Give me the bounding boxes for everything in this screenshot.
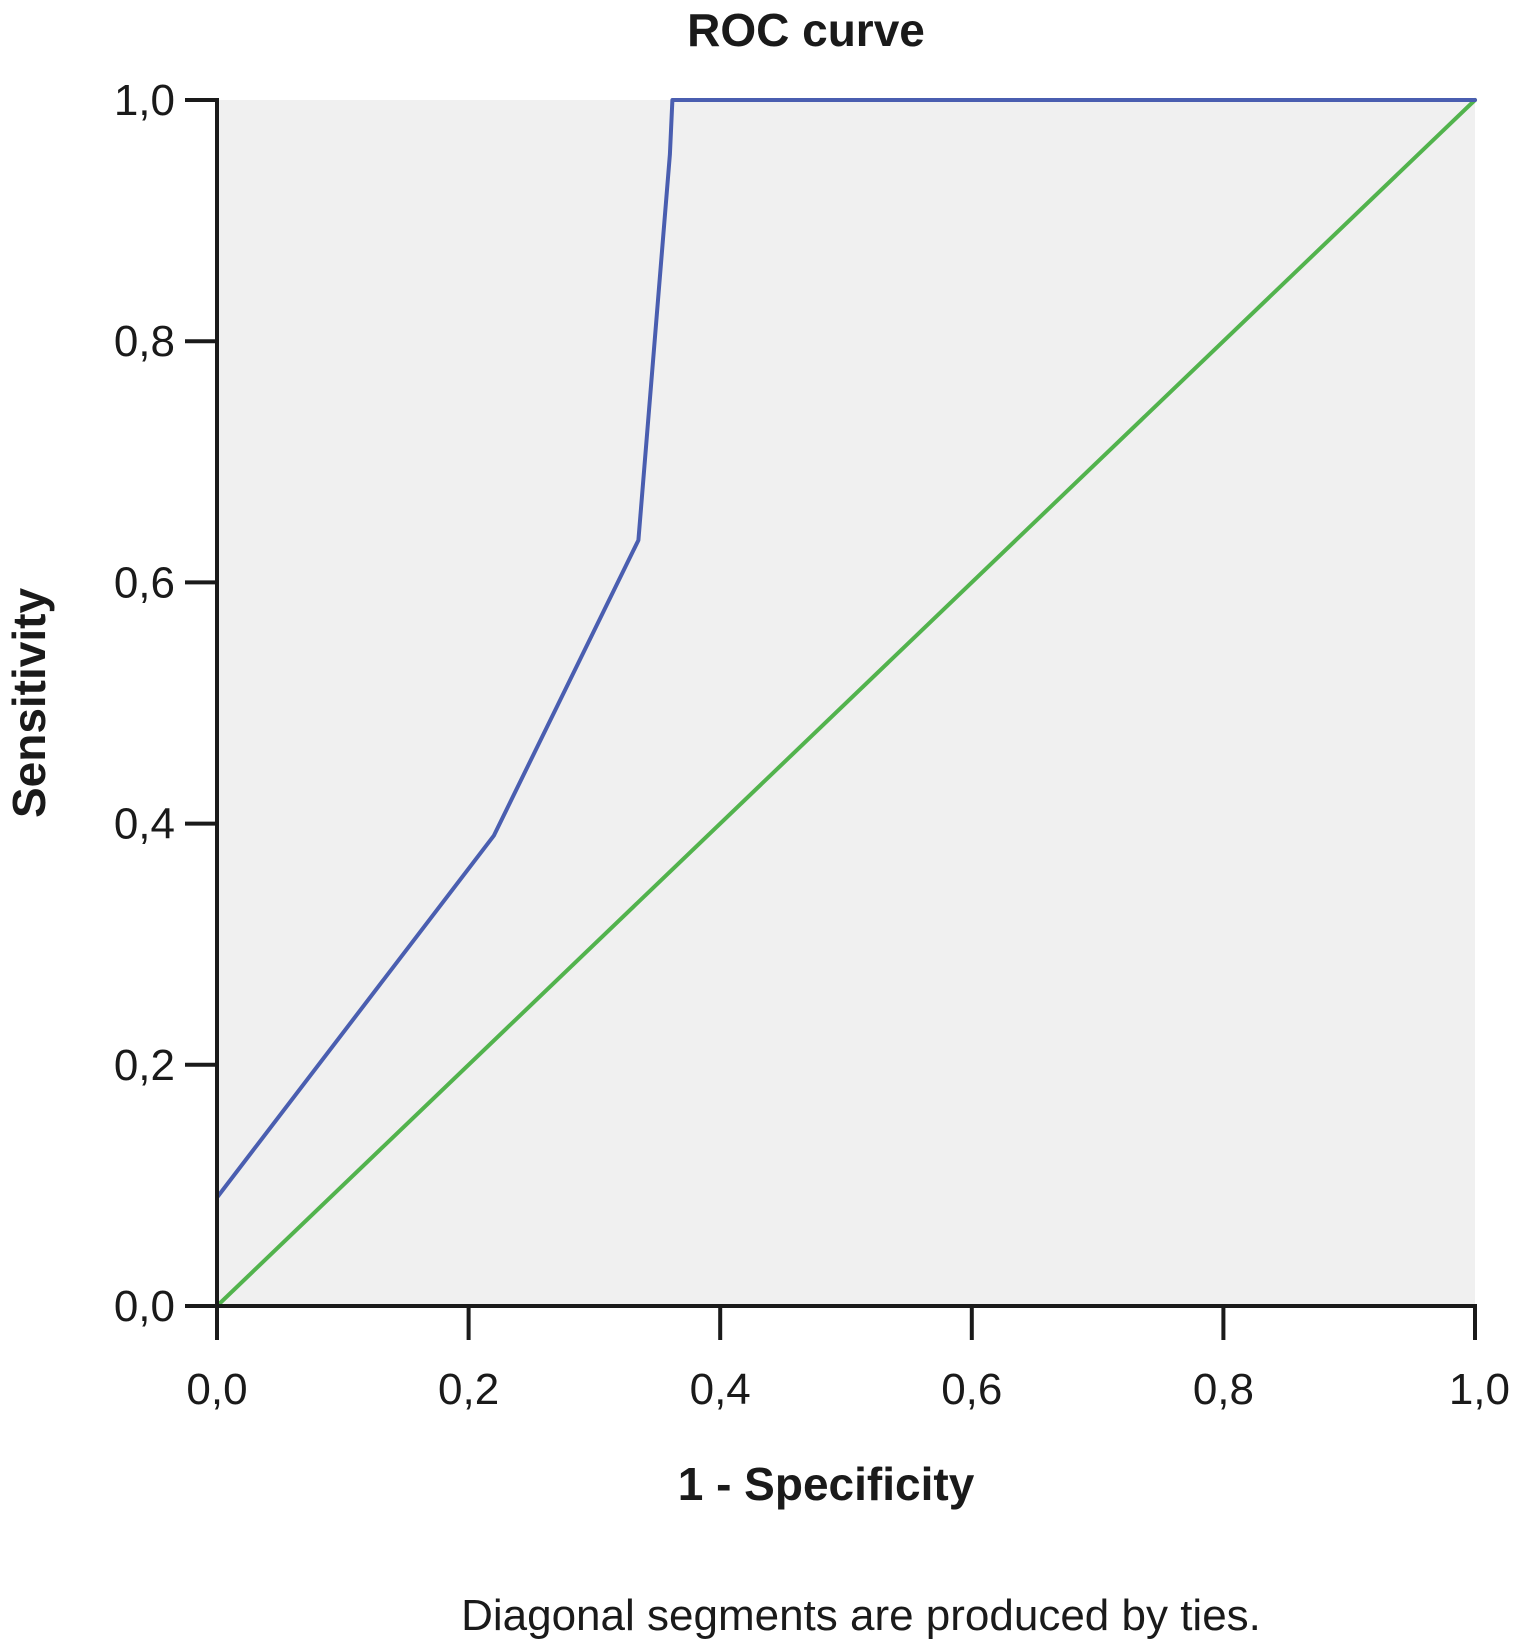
- x-tick-label: 0,2: [438, 1365, 499, 1414]
- x-tick-label: 0,8: [1193, 1365, 1254, 1414]
- y-tick-label: 0,0: [114, 1282, 175, 1331]
- ticks-layer: 0,0 0,2 0,4 0,6 0,8 1,0 0,0 0,2 0,4 0,6 0,8 1,0: [114, 76, 1510, 1414]
- x-axis-label: 1 - Specificity: [678, 1458, 975, 1510]
- y-tick-label: 0,6: [114, 558, 175, 607]
- reference-diagonal-line: [215, 98, 1477, 1308]
- axes-layer: [215, 98, 1477, 1308]
- x-tick-label: 0,4: [690, 1365, 751, 1414]
- x-tick-label: 1,0: [1449, 1365, 1510, 1414]
- y-tick-label: 0,2: [114, 1041, 175, 1090]
- y-axis-label: Sensitivity: [3, 588, 55, 819]
- x-tick-label: 0,6: [941, 1365, 1002, 1414]
- chart-footnote: Diagonal segments are produced by ties.: [461, 1591, 1261, 1640]
- y-tick-label: 1,0: [114, 76, 175, 125]
- y-tick-label: 0,8: [114, 317, 175, 366]
- y-tick-label: 0,4: [114, 800, 175, 849]
- chart-title: ROC curve: [687, 4, 925, 56]
- x-tick-label: 0,0: [186, 1365, 247, 1414]
